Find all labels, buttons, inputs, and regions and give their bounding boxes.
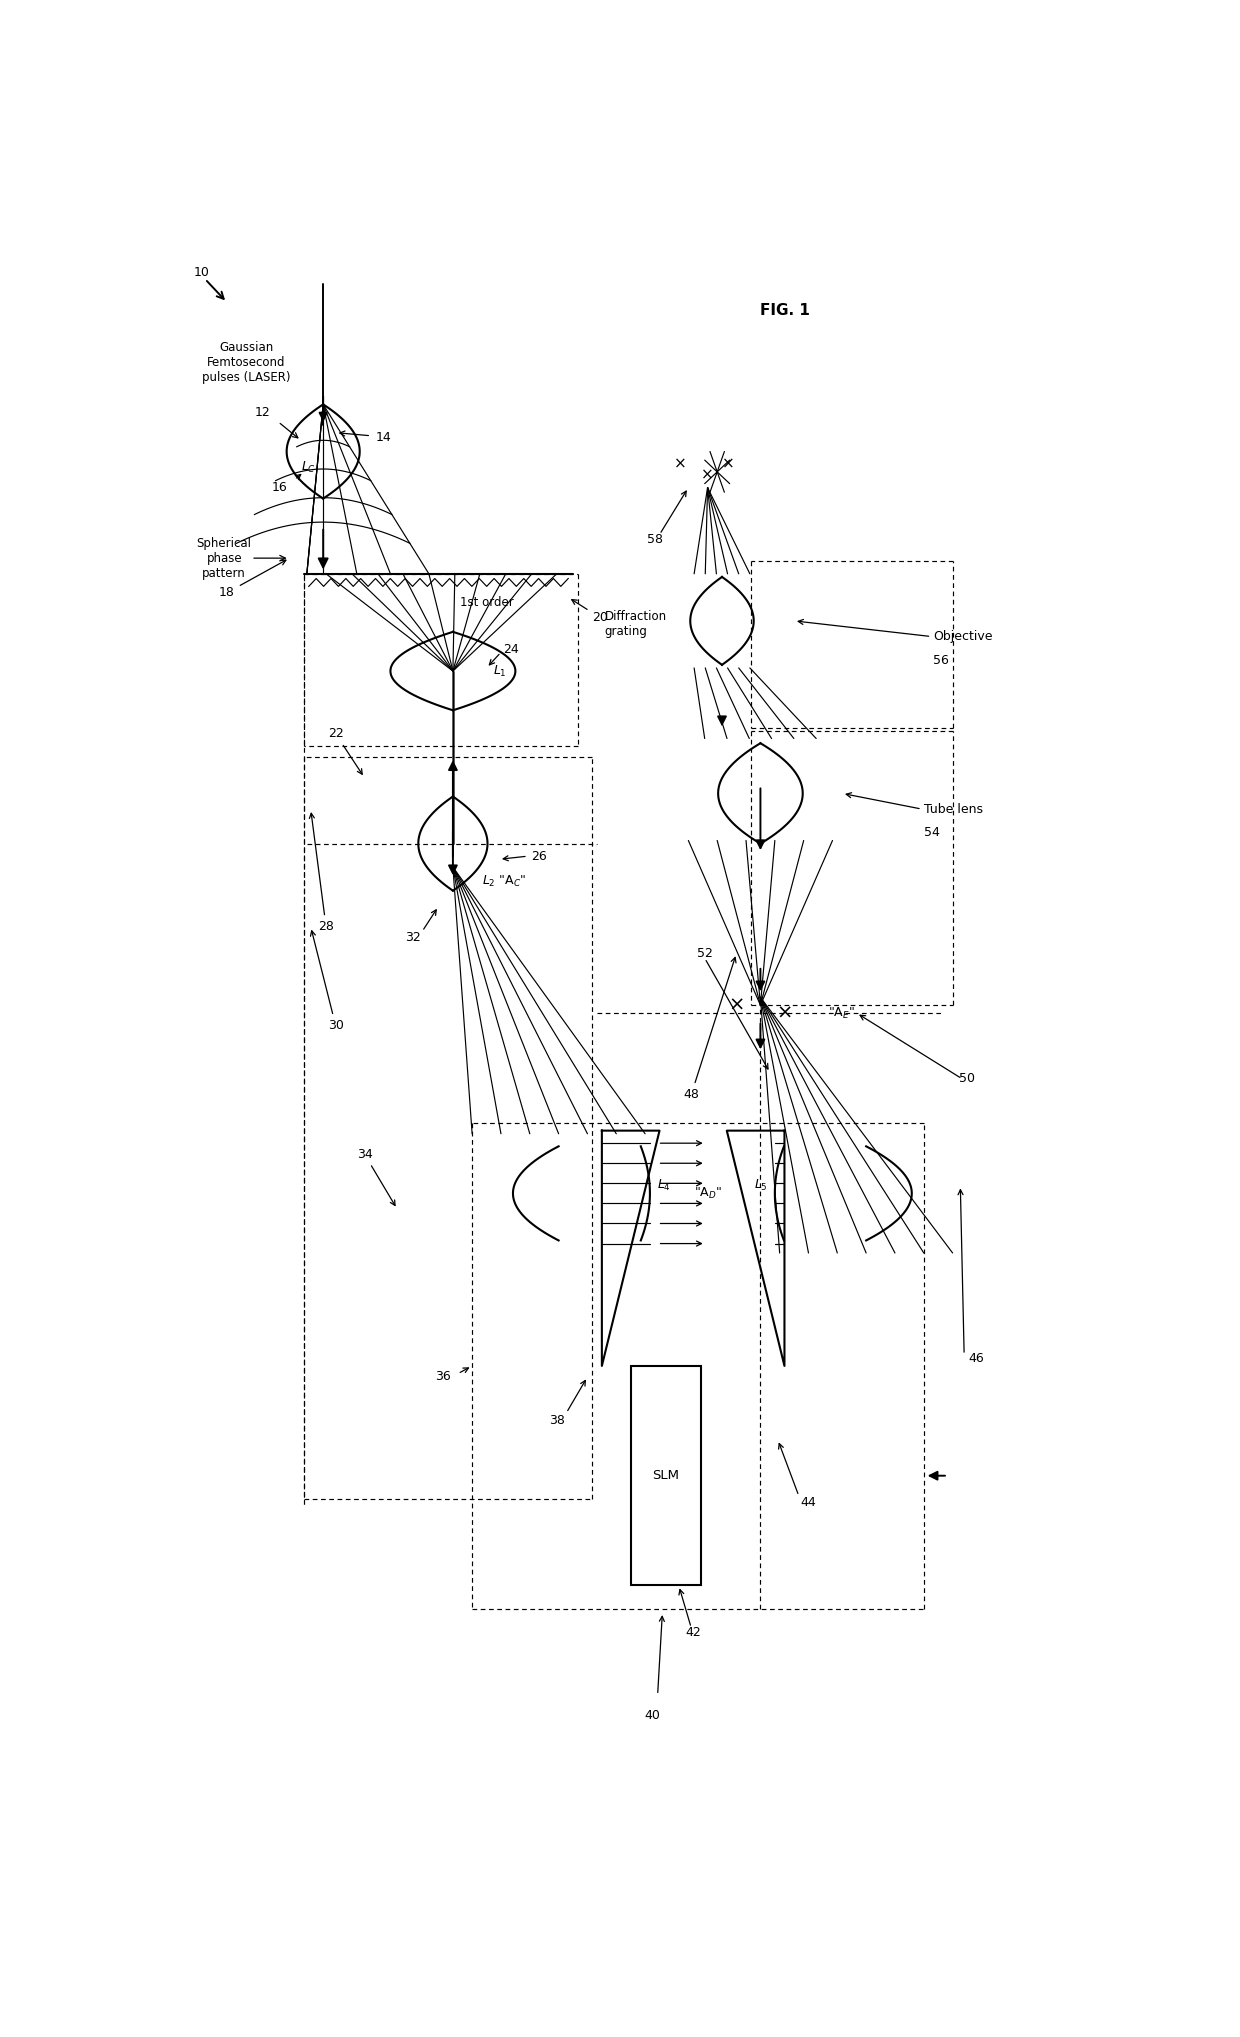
- Text: 26: 26: [532, 849, 547, 862]
- Text: FIG. 1: FIG. 1: [760, 304, 810, 318]
- Text: 50: 50: [959, 1071, 975, 1086]
- Text: 12: 12: [254, 405, 270, 420]
- Text: 54: 54: [924, 827, 940, 839]
- Text: 40: 40: [645, 1709, 661, 1721]
- Text: 38: 38: [549, 1414, 564, 1428]
- Text: $L_2$ "A$_C$": $L_2$ "A$_C$": [481, 874, 526, 888]
- Text: 34: 34: [357, 1147, 396, 1206]
- Text: Diffraction
grating: Diffraction grating: [605, 609, 667, 638]
- Text: 36: 36: [435, 1371, 451, 1383]
- Text: 14: 14: [376, 432, 392, 444]
- Text: 56: 56: [934, 654, 950, 666]
- Text: 1st order: 1st order: [460, 595, 513, 609]
- Text: Spherical
phase
pattern: Spherical phase pattern: [197, 536, 252, 581]
- Text: 48: 48: [683, 957, 737, 1102]
- Text: Gaussian
Femtosecond
pulses (LASER): Gaussian Femtosecond pulses (LASER): [202, 340, 290, 383]
- Text: ×: ×: [776, 1004, 792, 1023]
- Text: 30: 30: [310, 931, 343, 1033]
- Text: 32: 32: [404, 931, 420, 945]
- Bar: [631, 1367, 701, 1585]
- Text: SLM: SLM: [652, 1469, 678, 1483]
- Text: ×: ×: [701, 469, 714, 483]
- Text: "A$_D$": "A$_D$": [693, 1186, 722, 1202]
- Text: 22: 22: [327, 727, 362, 774]
- Text: 10: 10: [193, 267, 210, 279]
- Text: ×: ×: [723, 456, 735, 471]
- Text: 44: 44: [801, 1495, 816, 1509]
- Text: "A$_E$": "A$_E$": [828, 1006, 854, 1021]
- Text: $L_4$: $L_4$: [657, 1177, 671, 1194]
- Text: 20: 20: [572, 599, 608, 623]
- Text: $L_5$: $L_5$: [754, 1177, 768, 1194]
- Text: ×: ×: [675, 456, 687, 471]
- Text: 46: 46: [968, 1353, 985, 1365]
- Text: $L_1$: $L_1$: [494, 664, 507, 678]
- Text: 42: 42: [686, 1626, 701, 1640]
- Text: Tube lens: Tube lens: [924, 803, 983, 815]
- Text: 24: 24: [502, 642, 518, 656]
- Text: ×: ×: [728, 996, 744, 1014]
- Text: 28: 28: [310, 813, 334, 933]
- Text: 58: 58: [647, 534, 662, 546]
- Text: 18: 18: [219, 560, 286, 599]
- Text: 16: 16: [272, 481, 288, 495]
- Text: $L_C$: $L_C$: [301, 460, 316, 475]
- Text: 52: 52: [697, 947, 713, 959]
- Text: Objective: Objective: [934, 629, 993, 644]
